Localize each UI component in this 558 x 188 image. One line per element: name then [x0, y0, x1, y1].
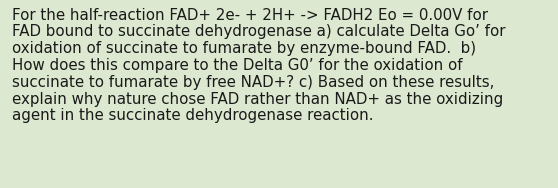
- Text: For the half-reaction FAD+ 2e- + 2H+ -> FADH2 Eo = 0.00V for
FAD bound to succin: For the half-reaction FAD+ 2e- + 2H+ -> …: [12, 8, 506, 123]
